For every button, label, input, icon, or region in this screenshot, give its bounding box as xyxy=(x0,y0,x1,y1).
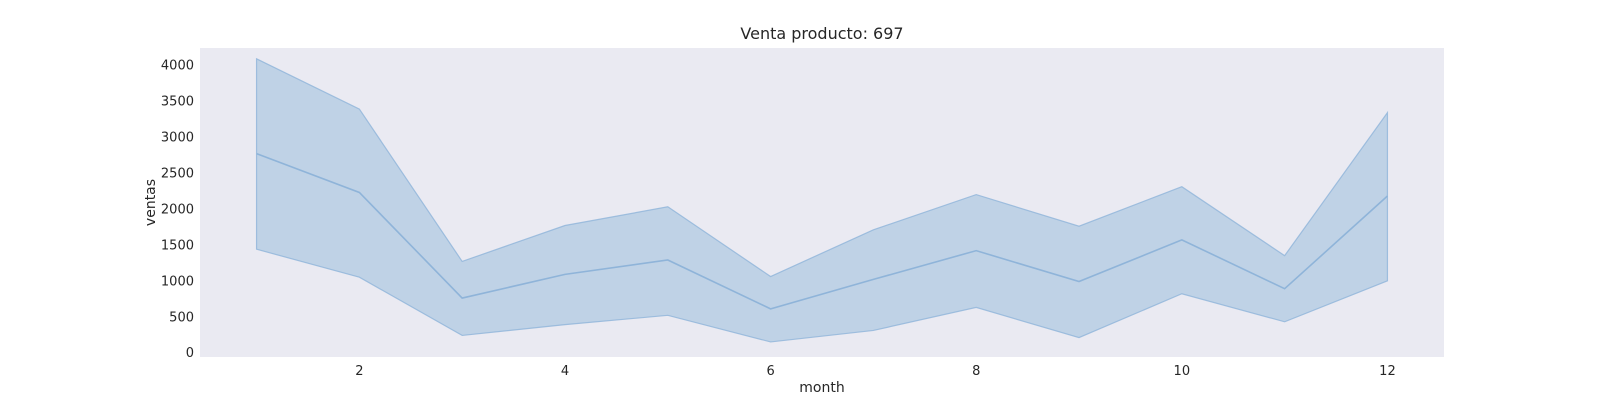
y-tick-label: 500 xyxy=(169,310,194,325)
y-tick-label: 1500 xyxy=(161,238,194,253)
x-axis-label: month xyxy=(799,380,844,396)
x-tick-label: 10 xyxy=(1174,364,1191,379)
y-tick-label: 1000 xyxy=(161,274,194,289)
x-tick-label: 8 xyxy=(972,364,980,379)
y-tick-labels: 0 500 1000 1500 2000 2500 3000 3500 4000 xyxy=(161,59,194,361)
y-tick-label: 3000 xyxy=(161,131,194,146)
series-line xyxy=(256,152,1388,310)
chart-title: Venta producto: 697 xyxy=(740,24,903,43)
y-tick-label: 2000 xyxy=(161,202,194,217)
y-axis-label: ventas xyxy=(143,179,159,226)
y-tick-label: 2500 xyxy=(161,167,194,182)
x-tick-label: 12 xyxy=(1379,364,1396,379)
y-tick-label: 3500 xyxy=(161,95,194,110)
x-tick-labels: 2 4 6 8 10 12 xyxy=(355,364,1396,379)
y-tick-label: 0 xyxy=(186,346,194,361)
x-tick-label: 6 xyxy=(766,364,774,379)
series-line-layer xyxy=(256,152,1388,310)
y-tick-label: 4000 xyxy=(161,59,194,74)
x-tick-label: 2 xyxy=(355,364,363,379)
x-tick-label: 4 xyxy=(561,364,569,379)
